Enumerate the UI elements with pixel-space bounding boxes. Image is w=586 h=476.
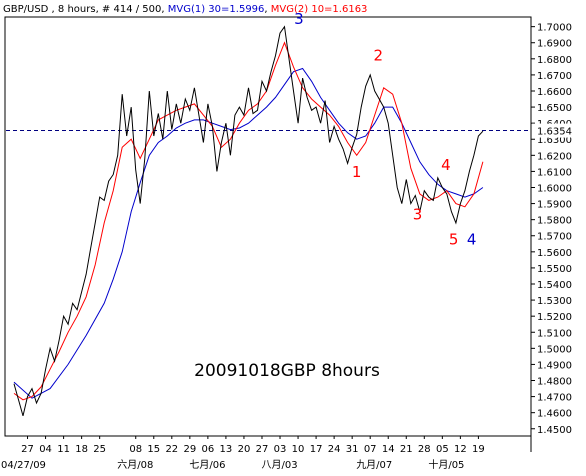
x-tick-label-7: 22	[165, 444, 178, 455]
x-tick-label-6: 15	[147, 444, 160, 455]
y-tick-label-17: 1.5300	[537, 296, 572, 307]
x-tick-label-16: 24	[328, 444, 341, 455]
y-tick-label-14: 1.5600	[537, 248, 572, 259]
x-tick-label-22: 05	[436, 444, 449, 455]
x-tick-label-18: 07	[364, 444, 377, 455]
y-tick-label-5: 1.6500	[537, 103, 572, 114]
y-tick-label-10: 1.6000	[537, 183, 572, 194]
month-label-1: 六月/08	[117, 459, 153, 471]
wave-label-0: 3	[294, 10, 304, 28]
series-line-mvg1	[13, 67, 484, 399]
y-tick-label-0: 1.7000	[537, 23, 572, 34]
x-tick-label-0: 27	[21, 444, 34, 455]
x-tick-label-23: 12	[454, 444, 467, 455]
x-tick-label-2: 11	[57, 444, 70, 455]
y-tick-label-4: 1.6600	[537, 87, 572, 98]
y-tick-label-25: 1.4500	[537, 425, 572, 436]
month-label-4: 九月/07	[356, 459, 392, 471]
x-tick-label-20: 21	[400, 444, 413, 455]
x-tick-label-24: 19	[472, 444, 485, 455]
series-line-mvg2	[13, 41, 484, 401]
y-tick-label-16: 1.5400	[537, 280, 572, 291]
series-group	[13, 25, 484, 417]
x-tick-label-14: 10	[292, 444, 305, 455]
x-tick-label-11: 20	[238, 444, 251, 455]
x-tick-label-10: 13	[220, 444, 233, 455]
x-tick-label-19: 14	[382, 444, 395, 455]
header-mvg1: MVG(1) 30=1.5996	[168, 4, 265, 15]
y-tick-label-21: 1.4900	[537, 360, 572, 371]
y-tick-label-12: 1.5800	[537, 216, 572, 227]
wave-label-3: 4	[441, 156, 451, 174]
y-axis: 1.70001.69001.68001.67001.66001.65001.64…	[531, 23, 572, 436]
chart-header: GBP/USD , 8 hours, # 414 / 500, MVG(1) 3…	[3, 4, 367, 15]
month-label-0: 04/27/09	[1, 460, 46, 471]
month-label-5: 十月/05	[428, 458, 464, 471]
last-price-box	[532, 123, 582, 138]
y-tick-label-19: 1.5100	[537, 328, 572, 339]
last-price-label: 1.6354	[537, 127, 572, 138]
x-tick-label-4: 25	[93, 444, 106, 455]
wave-labels-group: 321 435 4	[294, 10, 476, 248]
month-label-2: 七月/06	[189, 459, 225, 471]
y-tick-label-18: 1.5200	[537, 312, 572, 323]
y-tick-label-9: 1.6100	[537, 167, 572, 178]
wave-label-2: 1	[352, 163, 362, 181]
y-tick-label-15: 1.5500	[537, 264, 572, 275]
wave-label-4: 3	[413, 206, 423, 224]
wave-label-1: 2	[374, 46, 384, 64]
x-tick-label-3: 18	[75, 444, 88, 455]
x-tick-label-21: 28	[418, 444, 431, 455]
y-tick-label-11: 1.5900	[537, 200, 572, 211]
x-tick-label-8: 29	[183, 444, 196, 455]
header-mvg2: MVG(2) 10=1.6163	[271, 4, 368, 15]
chart-title: 20091018GBP 8hours	[194, 361, 380, 381]
y-tick-label-20: 1.5000	[537, 344, 572, 355]
y-tick-label-22: 1.4800	[537, 377, 572, 388]
x-tick-label-12: 27	[256, 444, 269, 455]
wave-label-5: 5	[449, 231, 459, 249]
header-separator: ,	[264, 4, 270, 15]
y-tick-label-1: 1.6900	[537, 39, 572, 50]
x-tick-label-13: 03	[274, 444, 287, 455]
wave-label-6: 4	[467, 231, 477, 249]
y-tick-label-24: 1.4600	[537, 409, 572, 420]
y-tick-label-23: 1.4700	[537, 393, 572, 404]
x-axis: 27 04 11 18 25 08 15 22 29 06 13 20 27 03 10 17 24 31 07 14…	[1, 436, 485, 471]
y-tick-label-13: 1.5700	[537, 232, 572, 243]
x-tick-label-17: 31	[346, 444, 359, 455]
x-tick-label-9: 06	[202, 444, 215, 455]
y-tick-label-7: 1.6300	[537, 135, 572, 146]
y-tick-label-2: 1.6800	[537, 55, 572, 66]
x-tick-label-15: 17	[310, 444, 323, 455]
y-tick-label-3: 1.6700	[537, 71, 572, 82]
series-line-price	[13, 25, 484, 417]
last-price-marker: 1.6354	[532, 123, 582, 138]
y-tick-label-8: 1.6200	[537, 151, 572, 162]
month-label-3: 八月/03	[262, 459, 298, 471]
x-tick-label-5: 08	[129, 444, 142, 455]
header-symbol: GBP/USD , 8 hours, # 414 / 500,	[3, 4, 168, 15]
x-tick-label-1: 04	[39, 444, 52, 455]
